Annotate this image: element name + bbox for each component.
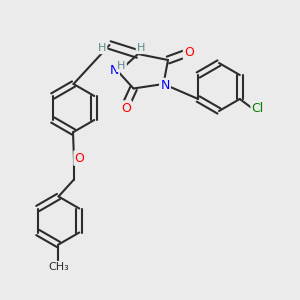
Text: H: H xyxy=(98,43,106,53)
Text: H: H xyxy=(137,43,145,53)
Text: H: H xyxy=(117,61,126,71)
Text: CH₃: CH₃ xyxy=(48,262,69,272)
Text: O: O xyxy=(75,152,84,165)
Text: O: O xyxy=(184,46,194,59)
Text: Cl: Cl xyxy=(252,101,264,115)
Text: N: N xyxy=(160,79,170,92)
Text: O: O xyxy=(121,101,131,115)
Text: N: N xyxy=(109,64,119,77)
